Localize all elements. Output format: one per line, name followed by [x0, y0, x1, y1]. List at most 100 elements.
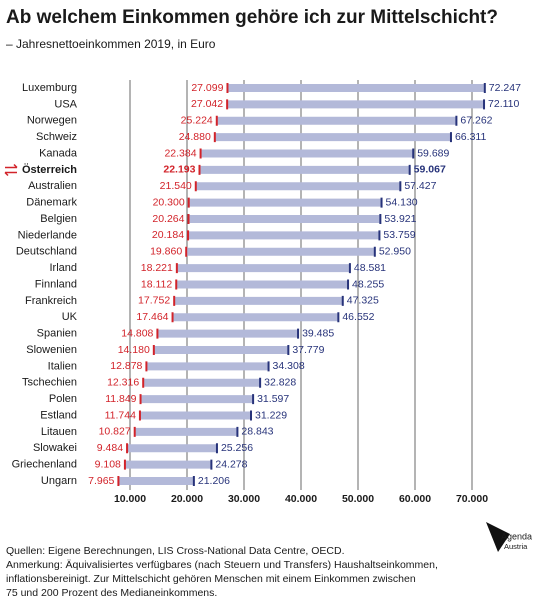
high-marker	[259, 377, 262, 388]
x-tick-label: 40.000	[285, 493, 317, 505]
high-marker	[380, 197, 383, 208]
logo-text: Austria	[504, 542, 528, 551]
category-label: USA	[54, 98, 77, 110]
low-marker	[133, 426, 136, 437]
range-bar	[186, 247, 375, 256]
low-value-label: 17.464	[136, 311, 168, 323]
high-marker	[236, 426, 239, 437]
x-tick-label: 20.000	[171, 493, 203, 505]
category-label: Tschechien	[22, 377, 77, 389]
high-value-label: 24.278	[215, 458, 247, 470]
low-value-label: 18.221	[141, 262, 173, 274]
low-marker	[226, 83, 229, 93]
high-value-label: 25.256	[221, 442, 253, 454]
x-tick-label: 10.000	[114, 493, 146, 505]
category-label: Ungarn	[41, 475, 77, 487]
high-value-label: 37.779	[292, 344, 324, 356]
high-value-label: 31.597	[257, 393, 289, 405]
category-label: Finnland	[35, 278, 77, 290]
high-marker	[379, 214, 382, 224]
low-value-label: 9.484	[97, 442, 123, 454]
range-bar	[140, 395, 254, 404]
high-value-label: 66.311	[455, 131, 486, 143]
category-label: Slowakei	[33, 442, 77, 454]
low-marker	[138, 410, 141, 421]
range-bar	[157, 329, 299, 338]
high-value-label: 59.689	[417, 147, 449, 159]
high-value-label: 72.247	[489, 82, 521, 94]
low-value-label: 25.224	[181, 115, 213, 127]
low-marker	[171, 312, 174, 323]
high-marker	[297, 328, 300, 339]
range-bar	[199, 165, 410, 174]
category-label: Norwegen	[27, 115, 77, 127]
logo-mark	[486, 522, 510, 552]
high-value-label: 39.485	[302, 327, 334, 339]
range-bar	[188, 215, 381, 223]
low-value-label: 14.180	[118, 344, 150, 356]
high-value-label: 48.581	[354, 262, 386, 274]
low-marker	[145, 361, 148, 372]
low-marker	[187, 197, 190, 208]
range-bar	[195, 182, 401, 191]
high-marker	[408, 164, 411, 175]
high-marker	[373, 246, 376, 257]
low-marker	[173, 295, 176, 306]
low-marker	[213, 132, 216, 143]
high-value-label: 54.130	[386, 196, 418, 208]
low-marker	[185, 246, 188, 257]
category-label: Slowenien	[26, 344, 77, 356]
category-label: Belgien	[40, 213, 77, 225]
category-label: Luxemburg	[22, 82, 77, 94]
range-bar	[143, 378, 261, 387]
high-marker	[210, 459, 213, 470]
range-bar	[176, 264, 350, 273]
category-label: Österreich	[22, 163, 77, 176]
high-marker	[215, 443, 218, 454]
low-value-label: 11.744	[105, 409, 136, 421]
high-marker	[378, 230, 381, 241]
low-value-label: 17.752	[138, 295, 170, 307]
category-label: Frankreich	[25, 295, 77, 307]
logo-text: Agenda	[501, 531, 532, 541]
x-tick-label: 30.000	[228, 493, 260, 505]
high-marker	[347, 279, 350, 290]
range-bar	[216, 116, 457, 125]
range-bar	[134, 427, 238, 436]
x-tick-label: 50.000	[342, 493, 374, 505]
range-bar	[188, 198, 382, 207]
range-bar	[172, 313, 339, 322]
category-label: Irland	[49, 262, 77, 274]
range-bar	[127, 444, 217, 453]
category-label: Australien	[28, 180, 77, 192]
high-value-label: 32.828	[264, 377, 296, 389]
source: Quellen: Eigene Berechnungen, LIS Cross-…	[6, 545, 345, 557]
high-marker	[483, 83, 486, 93]
range-bar	[227, 100, 485, 109]
high-value-label: 28.843	[241, 426, 273, 438]
category-label: Spanien	[37, 328, 77, 340]
chart-title: Ab welchem Einkommen gehöre ich zur Mitt…	[6, 7, 498, 28]
low-marker	[175, 279, 178, 290]
low-value-label: 9.108	[95, 458, 121, 470]
range-bar	[214, 133, 451, 142]
high-marker	[250, 410, 253, 421]
category-label: Italien	[48, 360, 77, 372]
high-value-label: 53.921	[384, 213, 416, 225]
high-value-label: 57.427	[404, 180, 436, 192]
low-value-label: 11.849	[105, 393, 136, 405]
high-value-label: 34.308	[273, 360, 305, 372]
low-marker	[175, 263, 178, 274]
low-marker	[152, 345, 155, 355]
low-marker	[139, 394, 142, 405]
note-line: inflationsbereinigt. Zur Mittelschicht g…	[6, 573, 416, 585]
low-marker	[199, 148, 202, 159]
low-value-label: 22.384	[164, 147, 196, 159]
low-value-label: 12.316	[107, 377, 139, 389]
low-value-label: 20.184	[152, 229, 184, 241]
high-marker	[341, 295, 344, 306]
high-value-label: 31.229	[255, 409, 287, 421]
high-marker	[348, 263, 351, 274]
high-value-label: 52.950	[379, 246, 411, 258]
